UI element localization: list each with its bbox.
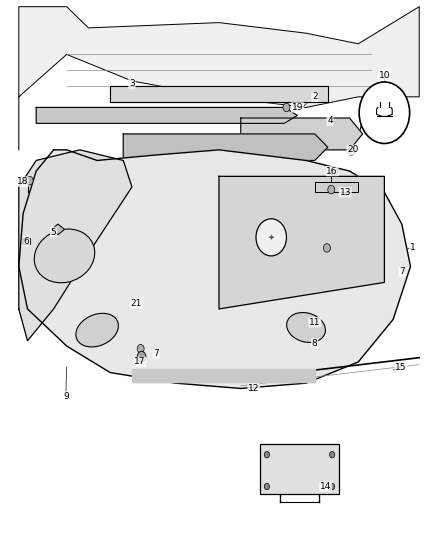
Text: 15: 15 — [395, 363, 406, 372]
Ellipse shape — [286, 312, 325, 342]
Circle shape — [137, 344, 144, 353]
Circle shape — [328, 185, 335, 194]
Text: 2: 2 — [312, 92, 318, 101]
Text: 13: 13 — [339, 188, 351, 197]
FancyBboxPatch shape — [260, 444, 339, 495]
Circle shape — [359, 82, 410, 143]
Circle shape — [26, 176, 33, 185]
Polygon shape — [19, 150, 132, 341]
Circle shape — [264, 451, 269, 458]
Text: 5: 5 — [51, 228, 57, 237]
Text: 17: 17 — [134, 358, 145, 367]
Text: 1: 1 — [410, 244, 416, 253]
Text: 9: 9 — [63, 392, 69, 401]
Polygon shape — [23, 238, 30, 244]
Text: 12: 12 — [248, 384, 259, 393]
Circle shape — [331, 167, 338, 175]
Polygon shape — [123, 134, 328, 160]
Polygon shape — [241, 118, 363, 150]
Text: 11: 11 — [309, 318, 321, 327]
Circle shape — [348, 147, 355, 155]
Circle shape — [323, 244, 330, 252]
Circle shape — [329, 483, 335, 490]
Text: 16: 16 — [326, 166, 338, 175]
Polygon shape — [315, 182, 358, 192]
Text: 3: 3 — [129, 79, 135, 88]
Ellipse shape — [34, 229, 95, 283]
Text: 7: 7 — [399, 268, 405, 276]
Polygon shape — [110, 86, 328, 102]
Text: ✦: ✦ — [268, 233, 275, 242]
Circle shape — [283, 103, 290, 112]
Text: 6: 6 — [24, 237, 29, 246]
Text: 20: 20 — [347, 146, 359, 155]
Text: 21: 21 — [131, 299, 142, 308]
Ellipse shape — [76, 313, 118, 347]
Text: 14: 14 — [320, 482, 331, 491]
Circle shape — [137, 351, 146, 362]
Text: 19: 19 — [292, 103, 303, 112]
Polygon shape — [51, 224, 64, 235]
Circle shape — [256, 219, 286, 256]
Polygon shape — [219, 176, 385, 309]
Text: 10: 10 — [378, 71, 390, 80]
Text: 18: 18 — [17, 177, 28, 186]
Text: 4: 4 — [327, 116, 333, 125]
Polygon shape — [19, 7, 419, 150]
Polygon shape — [36, 108, 297, 123]
Text: 7: 7 — [153, 350, 159, 359]
Polygon shape — [19, 150, 410, 389]
Text: 8: 8 — [312, 339, 318, 348]
Circle shape — [329, 451, 335, 458]
Circle shape — [264, 483, 269, 490]
